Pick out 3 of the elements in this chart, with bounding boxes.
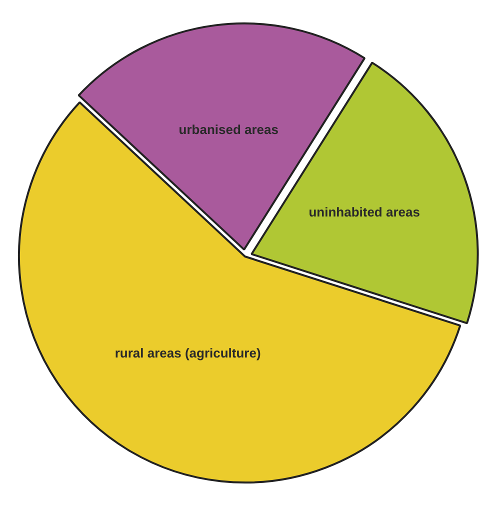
slice-label: urbanised areas bbox=[178, 122, 278, 138]
slice-label: uninhabited areas bbox=[308, 204, 420, 220]
slice-label: rural areas (agriculture) bbox=[114, 346, 261, 361]
